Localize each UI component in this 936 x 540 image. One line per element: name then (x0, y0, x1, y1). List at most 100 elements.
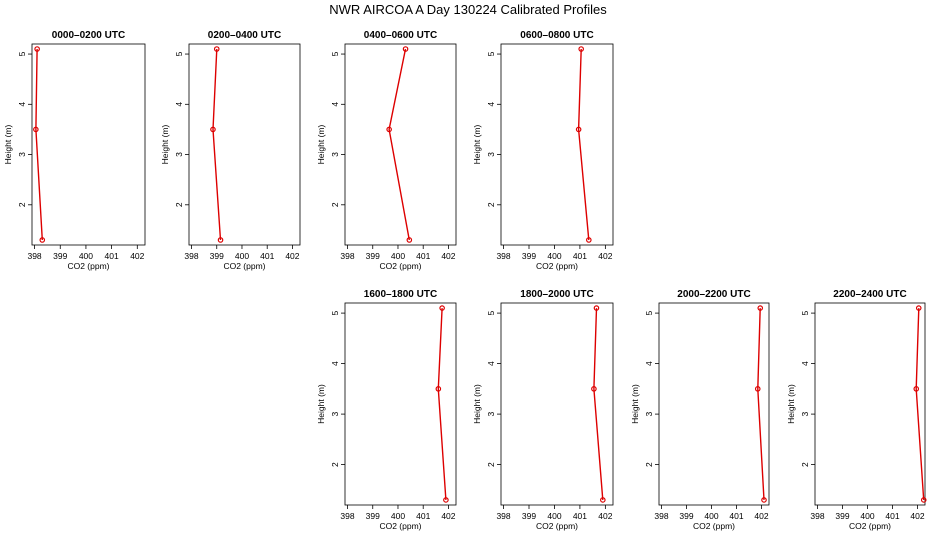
x-tick-label: 400 (391, 511, 405, 521)
y-tick-label: 4 (174, 102, 184, 107)
y-tick-label: 4 (330, 102, 340, 107)
y-tick-label: 3 (330, 411, 340, 416)
x-tick-label: 398 (340, 251, 354, 261)
y-tick-label: 4 (644, 361, 654, 366)
x-tick-label: 399 (366, 511, 380, 521)
y-tick-label: 2 (486, 462, 496, 467)
y-tick-label: 2 (800, 462, 810, 467)
data-point (213, 46, 220, 52)
plot-frame (344, 302, 457, 506)
y-tick-label: 5 (330, 310, 340, 315)
y-axis-label: Height (m) (472, 125, 482, 165)
data-point (920, 497, 927, 503)
x-tick-label: 401 (416, 251, 430, 261)
x-tick-label: 399 (522, 251, 536, 261)
x-tick-label: 401 (885, 511, 899, 521)
plot-frame (500, 43, 614, 246)
x-tick-label: 399 (366, 251, 380, 261)
profile-line (593, 308, 604, 500)
data-point (754, 386, 761, 392)
x-tick-label: 401 (573, 511, 587, 521)
x-tick-label: 399 (835, 511, 849, 521)
x-tick-label: 400 (547, 251, 561, 261)
y-tick-label: 5 (330, 51, 340, 56)
x-tick-label: 399 (679, 511, 693, 521)
chart-panel: 2000–2200 UTC 398 399 400 401 402 2 3 4 5 CO2 (ppm… (630, 289, 770, 531)
y-axis-label: Height (m) (472, 384, 482, 424)
chart-panel: 0600–0800 UTC 398 399 400 401 402 2 3 4 5 CO2 (ppm… (472, 30, 614, 271)
chart-panel: 1800–2000 UTC 398 399 400 401 402 2 3 4 5 CO2 (ppm… (472, 289, 614, 531)
x-tick-label: 398 (27, 251, 41, 261)
panel-title: 0400–0600 UTC (364, 30, 437, 41)
y-tick-label: 2 (330, 462, 340, 467)
chart-panel: 2200–2400 UTC 398 399 400 401 402 2 3 4 5 CO2 (ppm… (786, 289, 927, 531)
y-tick-label: 2 (17, 202, 27, 207)
panel-title: 0600–0800 UTC (520, 30, 593, 41)
x-tick-label: 400 (391, 251, 405, 261)
x-tick-label: 401 (729, 511, 743, 521)
y-tick-label: 4 (17, 102, 27, 107)
plot-frame (658, 302, 770, 506)
x-tick-label: 402 (285, 251, 299, 261)
y-tick-label: 3 (644, 411, 654, 416)
x-tick-label: 402 (441, 251, 455, 261)
data-point (578, 46, 584, 52)
profile-line (577, 48, 590, 241)
panel-title: 0000–0200 UTC (52, 30, 125, 41)
x-axis-label: CO2 (ppm) (849, 521, 891, 531)
y-tick-label: 3 (17, 152, 27, 157)
data-point (402, 46, 409, 52)
plot-frame (814, 302, 926, 506)
y-tick-label: 5 (174, 51, 184, 56)
panel-title: 1600–1800 UTC (364, 289, 437, 300)
chart-panel: 0000–0200 UTC 398 399 400 401 402 2 3 4 5 CO2 (ppm… (3, 30, 146, 271)
x-tick-label: 398 (496, 251, 510, 261)
data-point (591, 386, 597, 392)
x-axis-label: CO2 (ppm) (536, 521, 578, 531)
data-point (913, 386, 920, 392)
data-point (435, 386, 442, 392)
x-axis-label: CO2 (ppm) (379, 261, 421, 271)
data-point (386, 126, 392, 133)
y-tick-label: 3 (486, 152, 496, 157)
y-axis-label: Height (m) (316, 384, 326, 424)
data-point (210, 126, 216, 133)
y-tick-label: 3 (800, 411, 810, 416)
y-tick-label: 4 (330, 361, 340, 366)
profile-line (212, 48, 222, 241)
x-tick-label: 402 (130, 251, 144, 261)
plot-frame (188, 43, 301, 246)
y-tick-label: 4 (486, 102, 496, 107)
x-axis-label: CO2 (ppm) (536, 261, 578, 271)
x-tick-label: 398 (654, 511, 668, 521)
x-tick-label: 400 (704, 511, 718, 521)
data-point (575, 126, 582, 133)
plot-frame (31, 43, 146, 246)
data-point (586, 237, 592, 243)
x-tick-label: 398 (496, 511, 510, 521)
y-tick-label: 5 (800, 310, 810, 315)
y-tick-label: 5 (644, 310, 654, 315)
chart-panel: 1600–1800 UTC 398 399 400 401 402 2 3 4 5 CO2 (ppm… (316, 289, 457, 531)
data-point (757, 305, 764, 311)
data-point (915, 305, 922, 311)
chart-panel: 0400–0600 UTC 398 399 400 401 402 2 3 4 5 CO2 (ppm… (316, 30, 457, 271)
x-tick-label: 402 (598, 251, 612, 261)
y-tick-label: 5 (486, 310, 496, 315)
chart-panel: 0200–0400 UTC 398 399 400 401 402 2 3 4 5 CO2 (ppm… (160, 30, 301, 271)
y-tick-label: 2 (174, 202, 184, 207)
data-point (33, 126, 39, 133)
data-point (406, 237, 413, 243)
x-tick-label: 400 (235, 251, 249, 261)
data-point (34, 46, 40, 52)
y-tick-label: 3 (330, 152, 340, 157)
data-point (217, 237, 224, 243)
panel-title: 2000–2200 UTC (677, 289, 750, 300)
y-tick-label: 2 (330, 202, 340, 207)
x-axis-label: CO2 (ppm) (693, 521, 735, 531)
x-tick-label: 398 (340, 511, 354, 521)
x-axis-label: CO2 (ppm) (379, 521, 421, 531)
profile-line (437, 308, 447, 500)
figure-title: NWR AIRCOA A Day 130224 Calibrated Profi… (329, 2, 607, 17)
